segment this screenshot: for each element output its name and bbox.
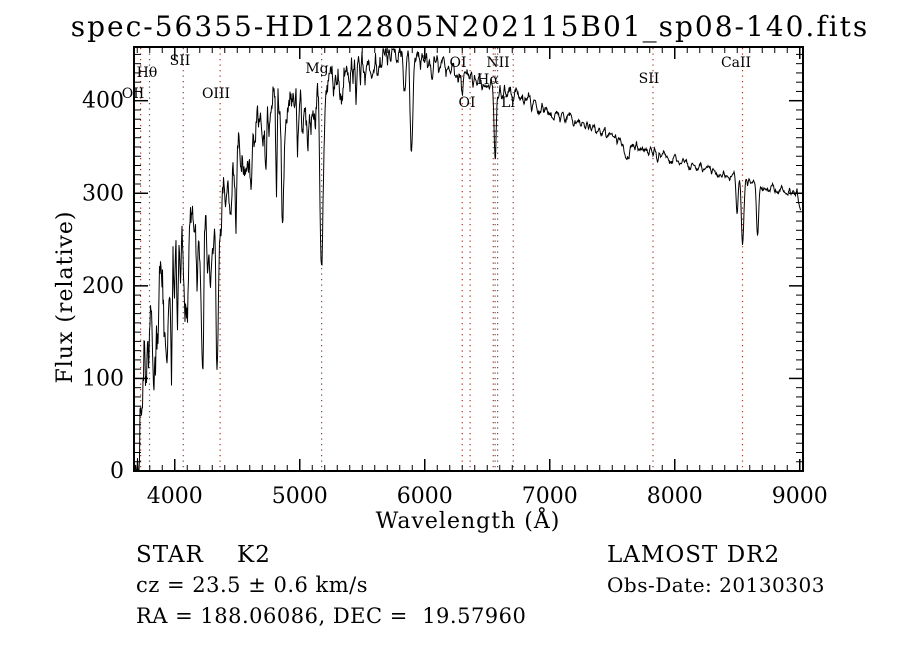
y-axis-title: Flux (relative) bbox=[53, 210, 78, 383]
spectral-line-label: SII bbox=[170, 53, 191, 69]
spectral-line-label: Hα bbox=[477, 72, 499, 88]
tick-labels: 4000 5000 6000 7000 8000 9000 0 100 200 300 400 bbox=[82, 89, 828, 509]
spectral-line-label: Mg bbox=[305, 61, 328, 77]
spectral-line-label: SII bbox=[639, 71, 660, 87]
x-tick-label: 5000 bbox=[272, 484, 328, 509]
x-axis-title: Wavelength (Å) bbox=[376, 506, 561, 534]
spectral-line-label: OI bbox=[449, 55, 466, 71]
y-tick-label: 200 bbox=[82, 274, 124, 299]
spectral-line-label: CaII bbox=[721, 55, 751, 71]
y-tick-label: 300 bbox=[82, 181, 124, 206]
spectral-line-label: OII bbox=[122, 86, 145, 102]
spectral-marker-lines bbox=[140, 48, 744, 470]
x-tick-label: 9000 bbox=[772, 484, 828, 509]
axes-frame bbox=[133, 46, 804, 472]
spectral-line-label: Hθ bbox=[137, 65, 158, 81]
radec-text: RA = 188.06086, DEC = 19.57960 bbox=[136, 604, 526, 628]
y-tick-label: 100 bbox=[82, 366, 124, 391]
x-tick-label: 7000 bbox=[522, 484, 578, 509]
object-class-text: STAR K2 bbox=[136, 542, 271, 568]
y-tick-label: 400 bbox=[82, 89, 124, 114]
x-tick-label: 6000 bbox=[397, 484, 453, 509]
spectral-line-label: NII bbox=[486, 55, 509, 71]
obs-date-text: Obs-Date: 20130303 bbox=[607, 573, 825, 597]
spectral-line-label: Li bbox=[501, 95, 515, 111]
y-tick-label: 0 bbox=[110, 459, 124, 484]
cz-text: cz = 23.5 ± 0.6 km/s bbox=[136, 573, 368, 597]
x-tick-label: 4000 bbox=[147, 484, 203, 509]
plot-frame bbox=[133, 46, 804, 472]
spectral-line-label: OI bbox=[458, 95, 475, 111]
spectral-line-label: OIII bbox=[202, 86, 230, 102]
spectrum-trace bbox=[134, 47, 801, 471]
plot-title: spec-56355-HD122805N202115B01_sp08-140.f… bbox=[71, 10, 870, 43]
spectrum-polyline bbox=[134, 47, 801, 471]
survey-text: LAMOST DR2 bbox=[607, 542, 780, 568]
x-tick-label: 8000 bbox=[647, 484, 703, 509]
